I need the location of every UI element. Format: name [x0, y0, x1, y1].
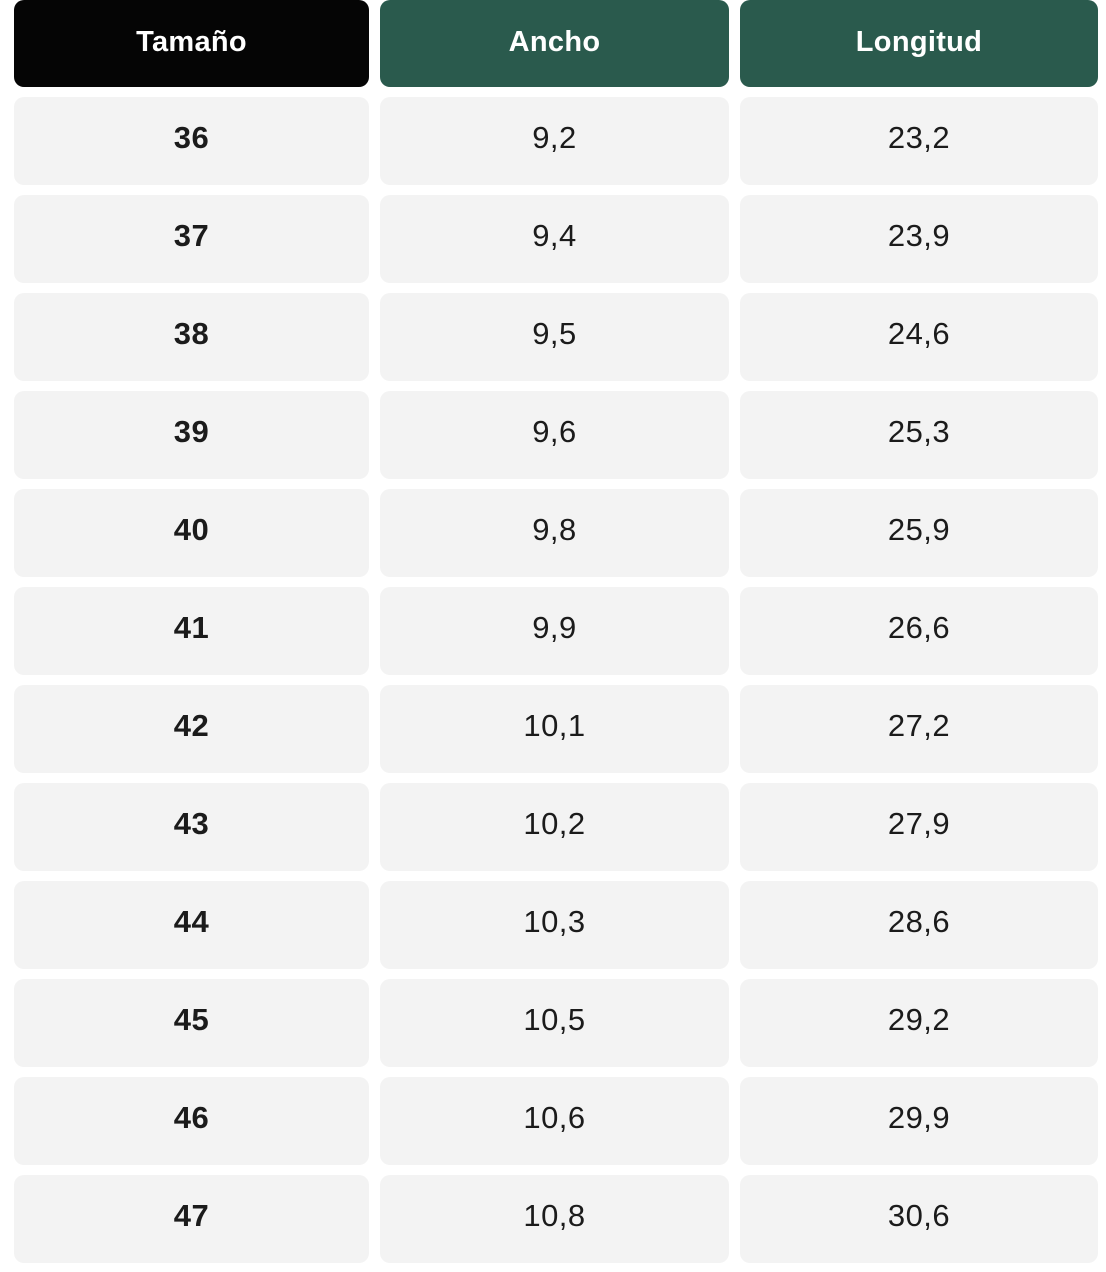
width-cell: 9,5 [380, 293, 729, 381]
length-cell: 28,6 [740, 881, 1098, 969]
length-cell: 24,6 [740, 293, 1098, 381]
width-cell: 10,2 [380, 783, 729, 871]
width-cell: 9,6 [380, 391, 729, 479]
size-cell: 46 [14, 1077, 369, 1165]
width-cell: 10,6 [380, 1077, 729, 1165]
width-cell: 9,4 [380, 195, 729, 283]
size-cell: 45 [14, 979, 369, 1067]
length-cell: 23,2 [740, 97, 1098, 185]
length-cell: 29,9 [740, 1077, 1098, 1165]
width-cell: 10,3 [380, 881, 729, 969]
length-cell: 23,9 [740, 195, 1098, 283]
size-cell: 40 [14, 489, 369, 577]
width-cell: 9,8 [380, 489, 729, 577]
length-cell: 26,6 [740, 587, 1098, 675]
width-cell: 10,8 [380, 1175, 729, 1263]
length-cell: 27,9 [740, 783, 1098, 871]
column-header-width: Ancho [380, 0, 729, 87]
length-cell: 25,9 [740, 489, 1098, 577]
column-header-size: Tamaño [14, 0, 369, 87]
size-cell: 39 [14, 391, 369, 479]
size-cell: 41 [14, 587, 369, 675]
length-cell: 30,6 [740, 1175, 1098, 1263]
size-cell: 42 [14, 685, 369, 773]
column-header-length: Longitud [740, 0, 1098, 87]
size-cell: 43 [14, 783, 369, 871]
length-cell: 25,3 [740, 391, 1098, 479]
width-cell: 9,2 [380, 97, 729, 185]
size-cell: 36 [14, 97, 369, 185]
size-cell: 47 [14, 1175, 369, 1263]
width-cell: 10,5 [380, 979, 729, 1067]
width-cell: 9,9 [380, 587, 729, 675]
size-cell: 44 [14, 881, 369, 969]
size-cell: 37 [14, 195, 369, 283]
width-cell: 10,1 [380, 685, 729, 773]
size-cell: 38 [14, 293, 369, 381]
length-cell: 27,2 [740, 685, 1098, 773]
length-cell: 29,2 [740, 979, 1098, 1067]
